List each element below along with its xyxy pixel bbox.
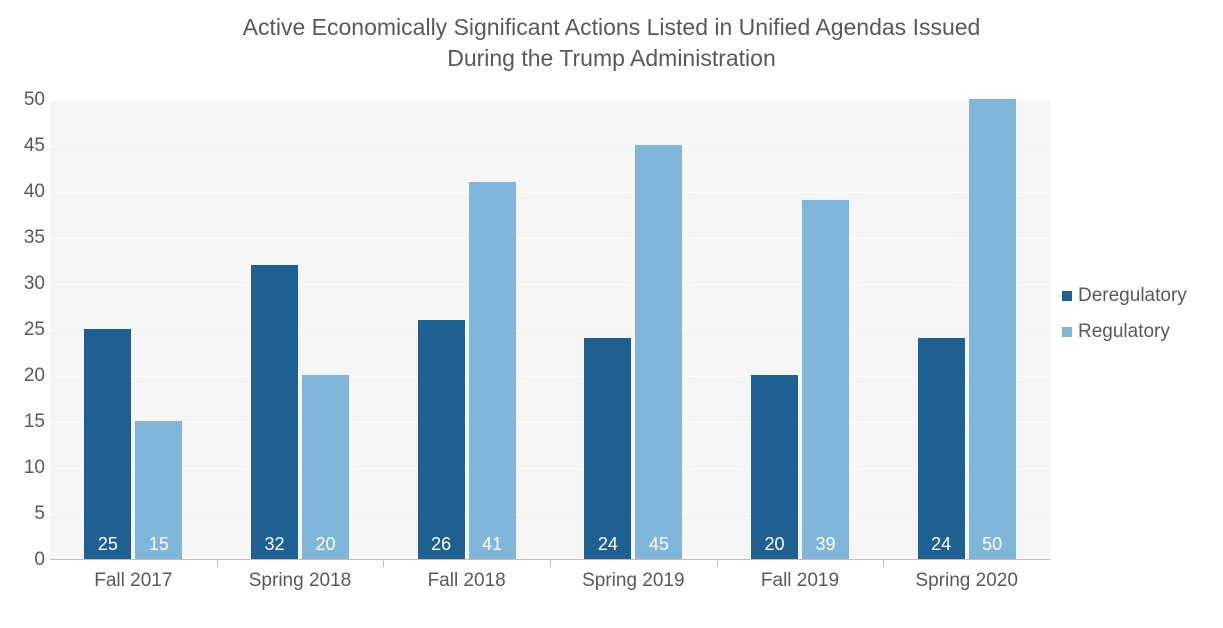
y-tick-label: 45 <box>5 135 45 157</box>
bar-value-label: 25 <box>84 534 131 555</box>
bar-value-label: 15 <box>135 534 182 555</box>
x-tick-label: Fall 2019 <box>717 570 884 592</box>
chart-title-line1: Active Economically Significant Actions … <box>243 14 981 40</box>
y-tick-label: 25 <box>5 319 45 341</box>
x-tick <box>717 560 718 567</box>
legend-item: Regulatory <box>1062 321 1187 343</box>
legend-item: Deregulatory <box>1062 285 1187 307</box>
bar-value-label: 50 <box>969 534 1016 555</box>
bar-value-label: 41 <box>469 534 516 555</box>
y-tick-label: 50 <box>5 89 45 111</box>
x-tick <box>383 560 384 567</box>
grid-line <box>50 100 1050 101</box>
y-tick-label: 10 <box>5 457 45 479</box>
y-tick-label: 40 <box>5 181 45 203</box>
bar-value-label: 26 <box>418 534 465 555</box>
bar-deregulatory: 32 <box>251 265 298 559</box>
chart-title-line2: During the Trump Administration <box>447 45 776 71</box>
x-tick-label: Fall 2017 <box>50 570 217 592</box>
y-tick-label: 5 <box>5 503 45 525</box>
bar-value-label: 39 <box>802 534 849 555</box>
bar-deregulatory: 24 <box>918 338 965 559</box>
x-tick-label: Spring 2019 <box>550 570 717 592</box>
bar-deregulatory: 20 <box>751 375 798 559</box>
chart-title: Active Economically Significant Actions … <box>162 12 1062 74</box>
bar-regulatory: 20 <box>302 375 349 559</box>
bar-value-label: 32 <box>251 534 298 555</box>
grid-line <box>50 238 1050 239</box>
grid-line <box>50 514 1050 515</box>
y-tick-label: 15 <box>5 411 45 433</box>
bar-value-label: 24 <box>584 534 631 555</box>
grid-line <box>50 146 1050 147</box>
legend: Deregulatory Regulatory <box>1062 285 1187 357</box>
grid-line <box>50 468 1050 469</box>
x-tick <box>550 560 551 567</box>
grid-line <box>50 422 1050 423</box>
bar-regulatory: 15 <box>135 421 182 559</box>
chart-body: 251532202641244520392450 DeregulatoryReg… <box>0 100 1223 628</box>
x-tick <box>883 560 884 567</box>
y-tick-label: 0 <box>5 549 45 571</box>
x-tick-label: Spring 2018 <box>217 570 384 592</box>
grid-line <box>50 192 1050 193</box>
legend-swatch <box>1062 327 1072 337</box>
legend-swatch <box>1062 291 1072 301</box>
bar-regulatory: 50 <box>969 99 1016 559</box>
bar-value-label: 20 <box>302 534 349 555</box>
legend-label: Regulatory <box>1078 321 1170 343</box>
grid-line <box>50 376 1050 377</box>
x-tick-label: Fall 2018 <box>383 570 550 592</box>
x-tick <box>217 560 218 567</box>
legend-label: Deregulatory <box>1078 285 1187 307</box>
bar-value-label: 45 <box>635 534 682 555</box>
bar-regulatory: 39 <box>802 200 849 559</box>
bar-value-label: 24 <box>918 534 965 555</box>
bar-deregulatory: 25 <box>84 329 131 559</box>
bar-regulatory: 41 <box>469 182 516 559</box>
bar-value-label: 20 <box>751 534 798 555</box>
plot-area: 251532202641244520392450 <box>50 100 1050 560</box>
y-tick-label: 35 <box>5 227 45 249</box>
y-tick-label: 30 <box>5 273 45 295</box>
bar-deregulatory: 24 <box>584 338 631 559</box>
chart-container: Active Economically Significant Actions … <box>0 0 1223 628</box>
bar-deregulatory: 26 <box>418 320 465 559</box>
bar-regulatory: 45 <box>635 145 682 559</box>
x-tick-label: Spring 2020 <box>883 570 1050 592</box>
grid-line <box>50 284 1050 285</box>
y-tick-label: 20 <box>5 365 45 387</box>
grid-line <box>50 330 1050 331</box>
